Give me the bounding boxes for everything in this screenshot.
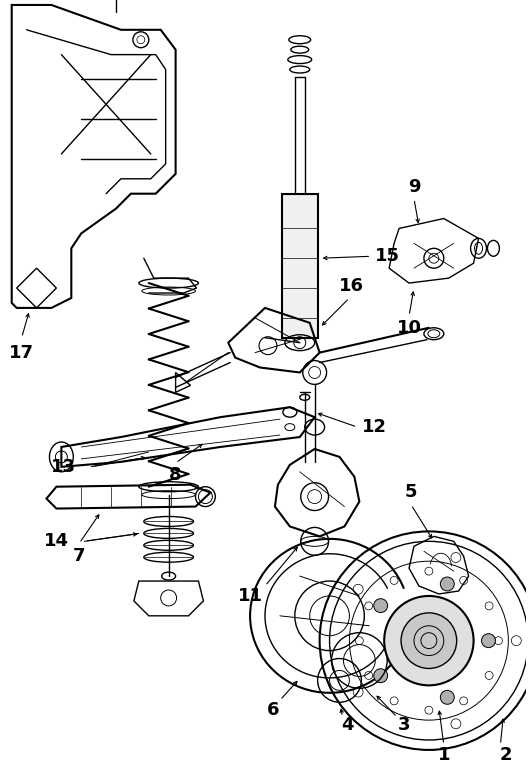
Text: 13: 13	[51, 457, 76, 476]
Circle shape	[374, 599, 388, 613]
Text: 9: 9	[408, 177, 420, 196]
Circle shape	[374, 669, 388, 682]
Circle shape	[440, 690, 454, 705]
Text: 3: 3	[398, 716, 410, 734]
Text: 5: 5	[405, 483, 417, 500]
Text: 12: 12	[362, 418, 386, 436]
Text: 10: 10	[397, 319, 421, 337]
Text: 14: 14	[44, 532, 69, 550]
Text: 16: 16	[339, 277, 364, 295]
Text: 7: 7	[73, 547, 86, 565]
Text: 11: 11	[238, 587, 262, 605]
Text: 6: 6	[267, 702, 279, 719]
Circle shape	[482, 633, 495, 648]
Text: 1: 1	[438, 746, 450, 764]
Text: 4: 4	[341, 716, 354, 734]
Circle shape	[384, 596, 474, 685]
Bar	[282, 194, 318, 337]
Circle shape	[440, 577, 454, 591]
Text: 2: 2	[500, 746, 513, 764]
Circle shape	[401, 613, 457, 669]
Text: 8: 8	[169, 466, 182, 483]
Text: 15: 15	[375, 247, 400, 265]
Text: 17: 17	[9, 343, 34, 362]
